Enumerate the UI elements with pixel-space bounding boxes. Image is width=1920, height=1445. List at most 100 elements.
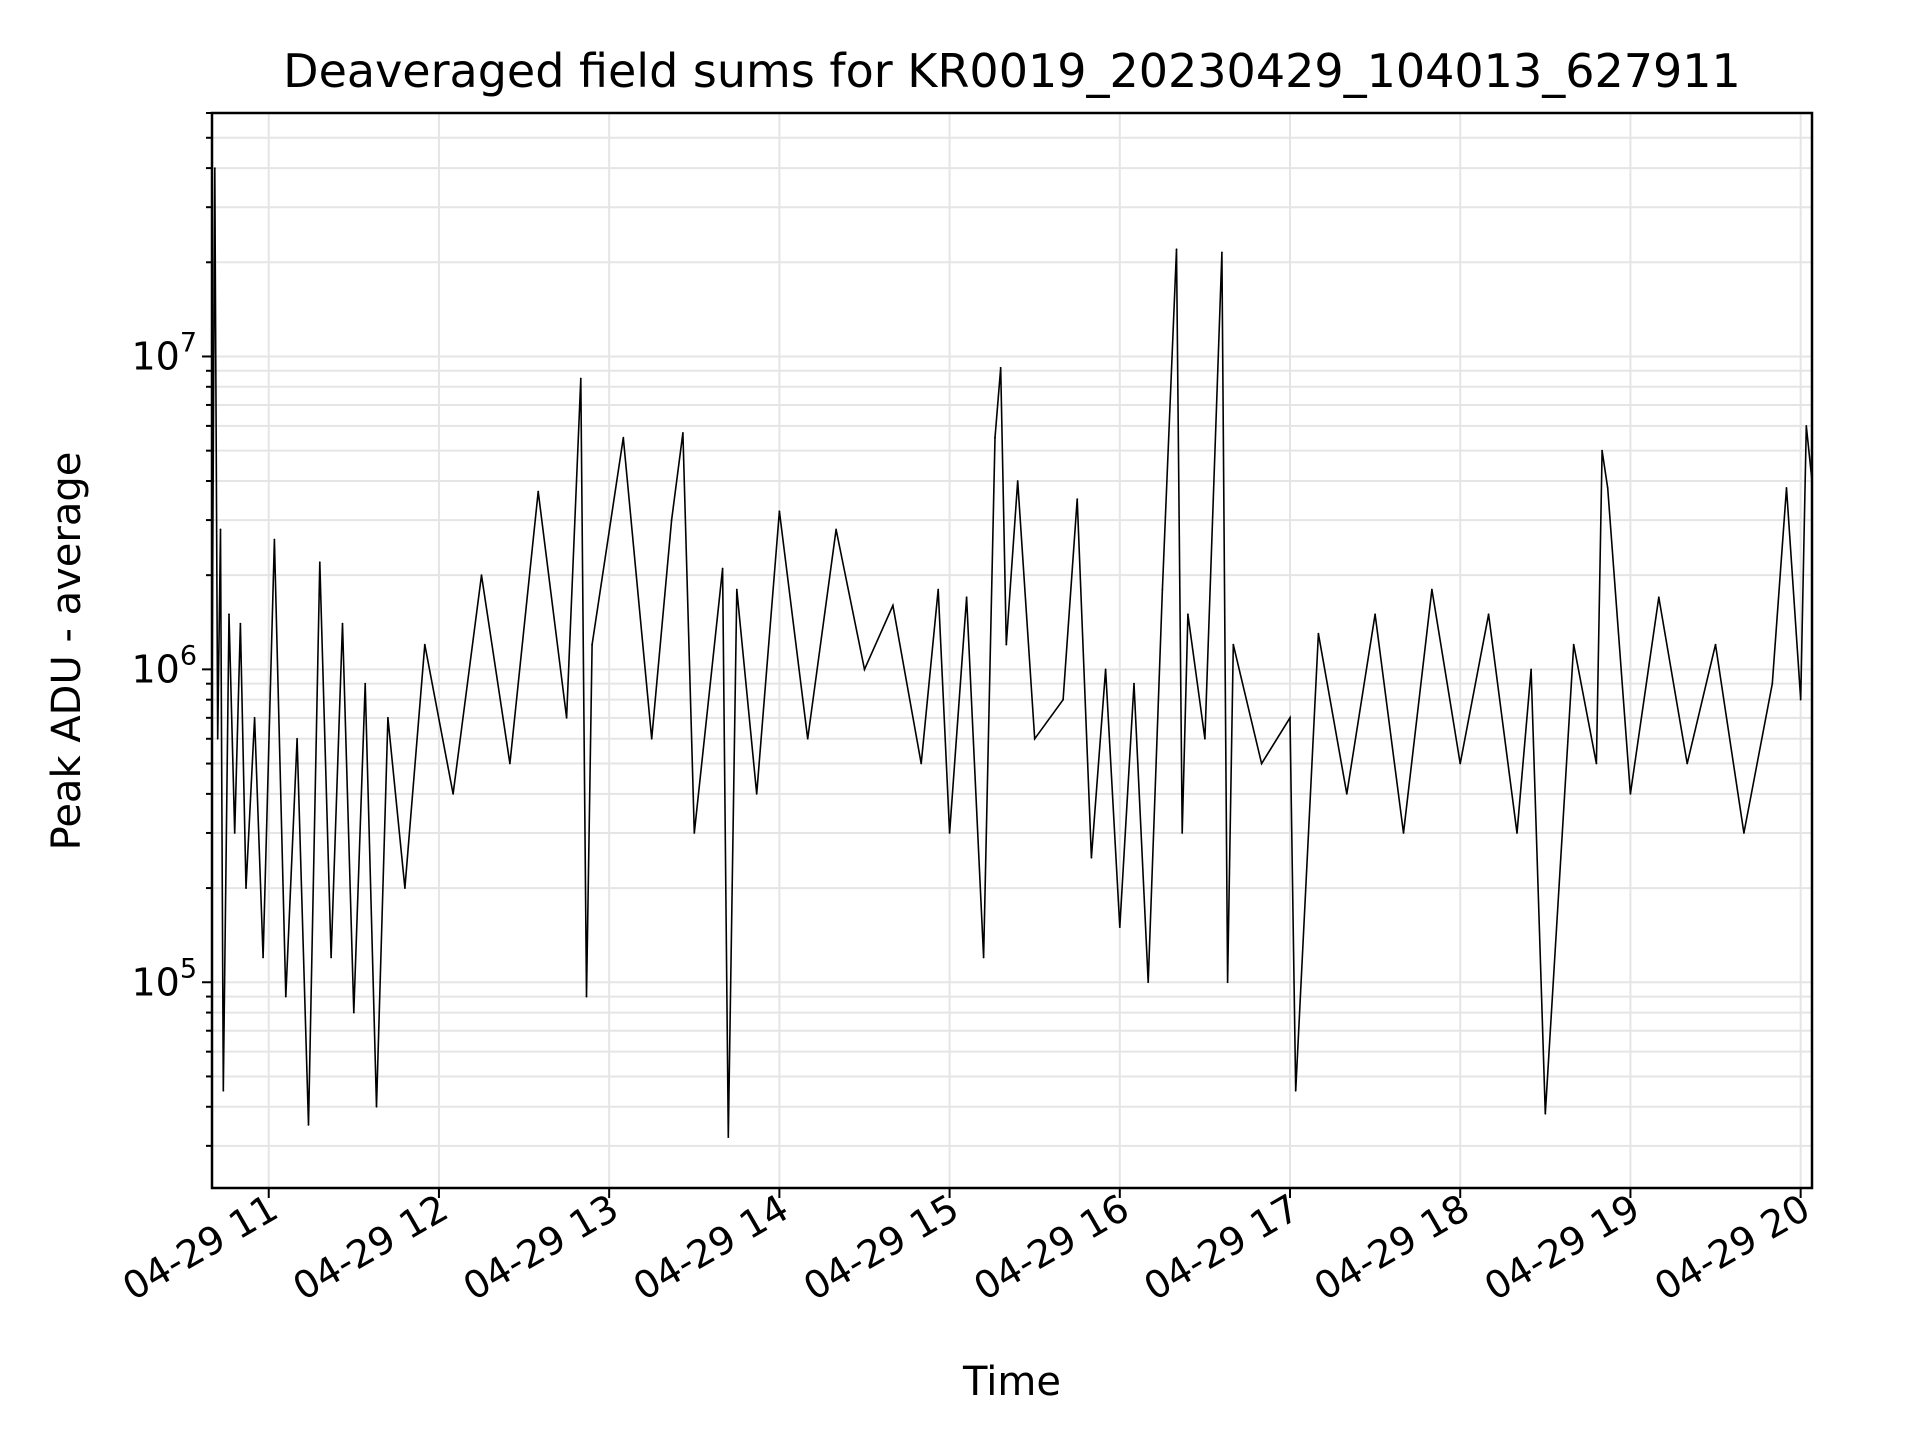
data-point: [1204, 737, 1206, 740]
data-point: [1062, 698, 1064, 701]
data-point: [835, 528, 838, 531]
data-point: [1686, 762, 1689, 765]
data-point: [1799, 698, 1802, 701]
data-point: [1221, 251, 1223, 254]
y-tick-label: 106: [131, 640, 197, 691]
data-point: [1595, 762, 1598, 765]
data-point: [423, 643, 426, 646]
data-point: [1606, 487, 1609, 489]
plot-frame: [210, 111, 1814, 1190]
data-point: [1714, 643, 1717, 646]
y-tick-label-base: 10: [131, 334, 179, 378]
data-point: [364, 682, 367, 685]
data-point: [682, 431, 684, 434]
data-point: [307, 1124, 310, 1126]
data-point: [1186, 613, 1189, 616]
data-point: [727, 1136, 730, 1138]
data-point: [245, 887, 247, 889]
data-point: [1090, 856, 1093, 859]
data-point: [1459, 762, 1462, 765]
data-point: [1601, 449, 1603, 452]
data-point: [352, 1011, 355, 1014]
data-point: [622, 436, 625, 439]
data-point: [1402, 832, 1405, 834]
data-point: [508, 762, 511, 765]
data-point: [1005, 643, 1008, 646]
data-point: [693, 832, 696, 834]
data-point: [721, 567, 724, 570]
data-point: [920, 762, 923, 765]
data-layer: [211, 167, 1813, 1138]
grid-lines: [212, 112, 1812, 1188]
data-point: [650, 737, 653, 740]
data-point: [994, 436, 996, 439]
data-point: [585, 995, 588, 998]
data-point: [1175, 248, 1178, 251]
data-point: [1181, 832, 1184, 834]
data-point: [1294, 1089, 1297, 1092]
data-point: [318, 561, 321, 564]
data-point: [404, 887, 406, 889]
data-point: [228, 613, 230, 616]
y-tick-label-base: 10: [131, 960, 179, 1004]
data-point: [1430, 588, 1433, 591]
data-point: [982, 956, 985, 959]
data-point: [341, 622, 344, 625]
chart-title: Deaveraged field sums for KR0019_2023042…: [283, 44, 1741, 98]
y-tick-label: 107: [131, 327, 197, 378]
data-point: [579, 377, 582, 380]
data-point: [1530, 668, 1533, 671]
data-point: [1572, 643, 1575, 646]
x-axis-label: Time: [962, 1359, 1061, 1405]
data-point: [262, 956, 264, 959]
data-point: [1629, 792, 1632, 795]
data-point: [253, 716, 256, 719]
data-point: [480, 574, 483, 577]
data-point: [1317, 632, 1320, 635]
data-point: [1487, 613, 1490, 616]
data-point: [1544, 1112, 1547, 1115]
data-point: [1033, 737, 1036, 740]
data-point: [452, 792, 455, 795]
data-point: [330, 956, 333, 959]
data-point: [1805, 424, 1808, 427]
data-point: [1743, 832, 1745, 834]
data-point: [1260, 762, 1263, 765]
data-point: [806, 737, 809, 740]
data-point: [1226, 981, 1229, 984]
data-point: [863, 668, 866, 671]
data-point: [284, 995, 287, 998]
data-point: [735, 588, 738, 591]
data-point: [1657, 596, 1660, 599]
data-point: [948, 832, 951, 834]
data-point: [670, 519, 673, 521]
data-point: [891, 604, 894, 607]
data-point: [273, 538, 276, 541]
data-point: [1345, 792, 1348, 795]
y-axis-label: Peak ADU - average: [44, 452, 90, 851]
data-point: [965, 596, 968, 599]
data-point: [1147, 981, 1150, 984]
data-point: [375, 1105, 378, 1108]
data-point: [1771, 682, 1774, 685]
data-point: [213, 167, 216, 169]
y-tick-label-exponent: 6: [180, 640, 197, 671]
data-point: [1785, 487, 1788, 489]
data-point: [565, 716, 568, 719]
y-tick-label-base: 10: [131, 647, 179, 691]
data-point: [1374, 613, 1377, 616]
data-point: [937, 588, 940, 591]
data-point: [1232, 643, 1235, 646]
data-point: [999, 366, 1002, 369]
data-point: [233, 832, 236, 834]
data-point: [1133, 682, 1135, 685]
y-tick-label-exponent: 7: [180, 327, 197, 358]
data-point: [222, 1089, 225, 1092]
data-point: [239, 622, 242, 625]
data-point: [591, 643, 594, 646]
data-point: [296, 737, 299, 740]
